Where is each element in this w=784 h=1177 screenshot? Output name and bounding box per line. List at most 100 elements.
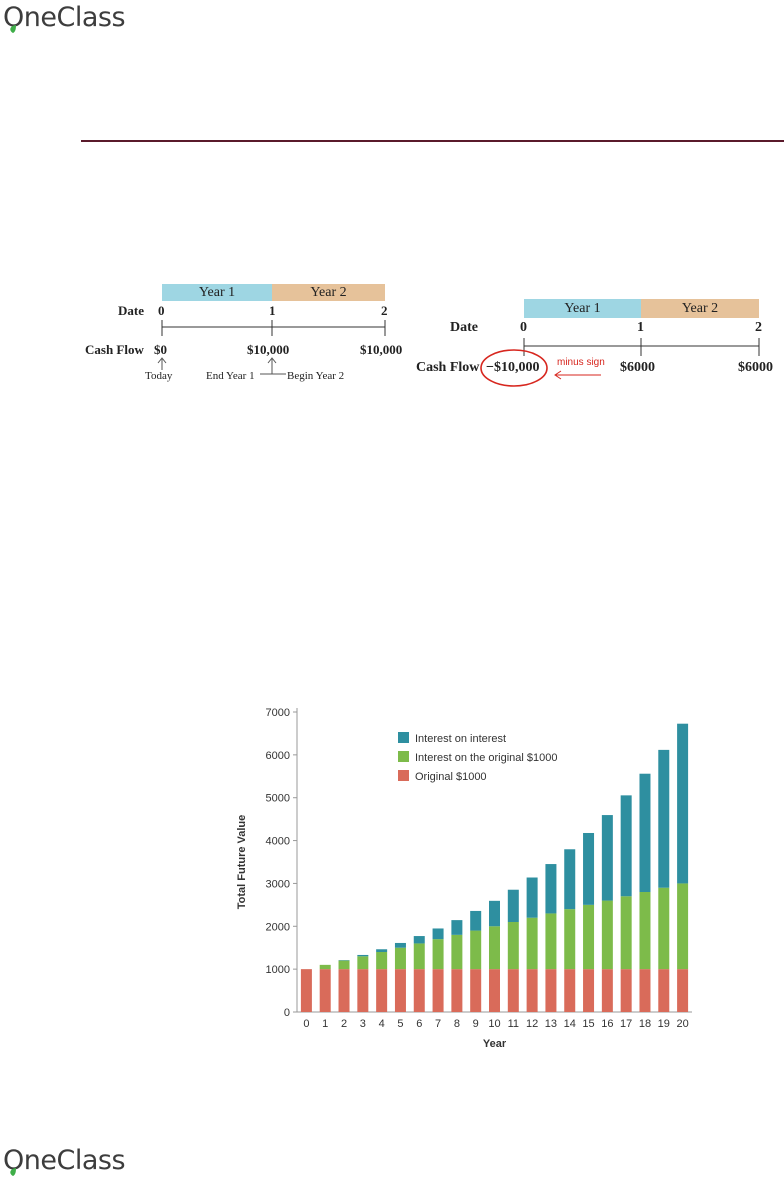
bar-segment (414, 943, 425, 969)
cashflow-1: $6000 (620, 360, 655, 376)
year2-band: Year 2 (641, 299, 759, 318)
date-label: Date (118, 303, 144, 319)
header-rule (81, 140, 784, 142)
logo-text: OneClass (3, 4, 125, 31)
bar-segment (395, 943, 406, 948)
x-tick-label: 3 (360, 1018, 366, 1030)
legend-label: Interest on interest (415, 733, 506, 745)
bar-segment (301, 969, 312, 1012)
bar-segment (433, 939, 444, 969)
bar-segment (583, 905, 594, 969)
bar-segment (489, 969, 500, 1012)
bar-segment (320, 969, 331, 1012)
bar-segment (451, 969, 462, 1012)
bar-segment (320, 965, 331, 969)
bar-segment (508, 922, 519, 969)
bar-segment (527, 969, 538, 1012)
bar-segment (639, 969, 650, 1012)
oneclass-logo-footer: OneClass (3, 1147, 125, 1174)
bar-segment (339, 961, 350, 970)
date-label: Date (450, 320, 478, 336)
minus-sign-circle (478, 348, 618, 388)
bar-segment (527, 918, 538, 969)
year2-band: Year 2 (272, 284, 385, 301)
timeline-axis (155, 318, 395, 340)
x-tick-label: 1 (322, 1018, 328, 1030)
bar-segment (357, 969, 368, 1012)
bar-segment (508, 890, 519, 922)
leaf-icon (8, 1167, 18, 1177)
bar-segment (470, 969, 481, 1012)
x-tick-label: 0 (303, 1018, 309, 1030)
bar-segment (621, 896, 632, 969)
today-label: Today (145, 370, 172, 382)
bar-segment (677, 883, 688, 969)
cashflow-2: $6000 (738, 360, 773, 376)
bar-segment (508, 969, 519, 1012)
bar-segment (470, 911, 481, 931)
x-tick-label: 12 (526, 1018, 538, 1030)
bar-segment (564, 969, 575, 1012)
date-0: 0 (520, 320, 527, 336)
x-tick-label: 9 (473, 1018, 479, 1030)
cashflow-label: Cash Flow (85, 342, 144, 358)
bar-segment (395, 948, 406, 969)
bar-segment (357, 955, 368, 956)
bar-segment (583, 969, 594, 1012)
x-tick-label: 11 (508, 1018, 519, 1030)
bar-segment (527, 878, 538, 918)
bar-segment (677, 724, 688, 884)
bar-segment (357, 956, 368, 969)
bar-segment (658, 888, 669, 969)
bar-segment (489, 901, 500, 926)
bar-segment (658, 750, 669, 888)
y-tick-label: 4000 (266, 836, 290, 848)
bar-segment (451, 935, 462, 969)
x-tick-label: 4 (379, 1018, 385, 1030)
x-tick-label: 13 (545, 1018, 557, 1030)
oneclass-logo: OneClass (3, 4, 125, 31)
year-boundary-arrow-icon (258, 357, 288, 379)
begin-year-label: Begin Year 2 (287, 370, 344, 382)
year1-band: Year 1 (162, 284, 272, 301)
bar-segment (414, 969, 425, 1012)
bar-segment (639, 774, 650, 892)
bar-segment (433, 928, 444, 939)
leaf-icon (8, 24, 18, 34)
bar-segment (376, 969, 387, 1012)
legend-swatch (398, 732, 409, 743)
bar-segment (602, 969, 613, 1012)
x-tick-label: 15 (582, 1018, 594, 1030)
legend-swatch (398, 751, 409, 762)
bar-segment (564, 849, 575, 909)
bar-segment (639, 892, 650, 969)
y-tick-label: 2000 (266, 921, 290, 933)
bar-segment (677, 969, 688, 1012)
logo-text: OneClass (3, 1147, 125, 1174)
date-2: 2 (381, 303, 388, 319)
x-tick-label: 6 (416, 1018, 422, 1030)
year1-band: Year 1 (524, 299, 641, 318)
cashflow-1: $10,000 (247, 342, 289, 358)
legend-swatch (398, 770, 409, 781)
date-0: 0 (158, 303, 165, 319)
bar-segment (451, 920, 462, 935)
bar-segment (376, 949, 387, 952)
x-tick-label: 16 (601, 1018, 613, 1030)
y-axis-label: Total Future Value (236, 815, 248, 910)
bar-segment (339, 969, 350, 1012)
bar-segment (564, 909, 575, 969)
today-arrow-icon (157, 357, 167, 371)
bar-segment (433, 969, 444, 1012)
bar-segment (583, 833, 594, 905)
bar-segment (621, 969, 632, 1012)
y-tick-label: 6000 (266, 750, 290, 762)
bar-segment (414, 936, 425, 943)
bar-segment (395, 969, 406, 1012)
legend-label: Original $1000 (415, 771, 487, 783)
date-1: 1 (637, 320, 644, 336)
x-tick-label: 5 (397, 1018, 403, 1030)
x-tick-label: 14 (564, 1018, 576, 1030)
